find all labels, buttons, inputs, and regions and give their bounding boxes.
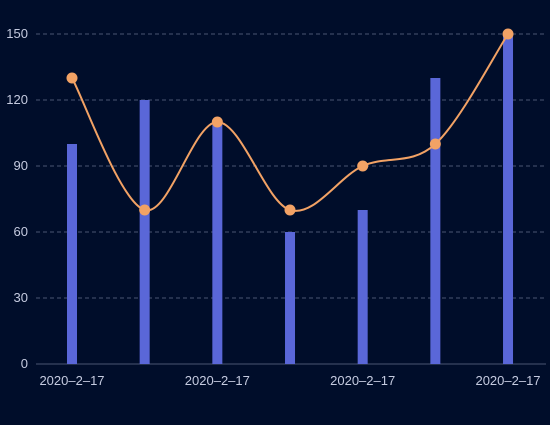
x-axis-ticks: 2020–2–17 2020–2–17 2020–2–17 2020–2–17 <box>39 373 540 388</box>
line-point <box>357 160 369 172</box>
bar <box>430 78 441 364</box>
y-tick-label: 60 <box>14 224 28 239</box>
bar <box>67 144 77 364</box>
y-tick-label: 120 <box>6 92 28 107</box>
x-tick-label: 2020–2–17 <box>185 373 250 388</box>
line-point <box>284 204 296 216</box>
x-tick-label: 2020–2–17 <box>39 373 104 388</box>
bar <box>357 210 368 364</box>
y-tick-label: 90 <box>14 158 28 173</box>
bar-series <box>67 34 514 364</box>
bar <box>212 122 223 364</box>
y-tick-label: 150 <box>6 26 28 41</box>
x-tick-label: 2020–2–17 <box>330 373 395 388</box>
line-point <box>211 116 223 128</box>
line-points <box>66 28 514 216</box>
line-series-path <box>71 33 509 212</box>
line-point <box>66 72 78 84</box>
bar <box>139 100 150 364</box>
bar <box>285 232 296 364</box>
y-axis-ticks: 0 30 60 90 120 150 <box>6 26 28 371</box>
line-point <box>139 204 151 216</box>
line-series <box>71 33 509 212</box>
y-tick-label: 30 <box>14 290 28 305</box>
x-tick-label: 2020–2–17 <box>475 373 540 388</box>
line-point <box>429 138 441 150</box>
bar <box>503 34 514 364</box>
line-point <box>502 28 514 40</box>
y-tick-label: 0 <box>21 356 28 371</box>
